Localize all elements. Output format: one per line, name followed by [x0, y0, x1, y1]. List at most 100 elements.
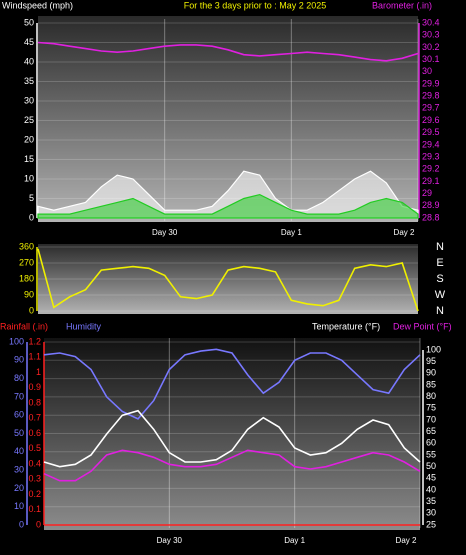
line: [37, 41, 419, 62]
x-tick-label: Day 1: [281, 228, 302, 237]
y-tick-label: 50: [24, 17, 34, 27]
y-tick-label: 80: [14, 373, 24, 383]
y2-tick-label: 90: [426, 368, 436, 378]
line: [43, 449, 421, 482]
y2-tick-label: 75: [426, 403, 436, 413]
y2-tick-label: 30: [426, 508, 436, 518]
y2-axis-label: Barometer (.in): [372, 0, 432, 10]
y3-tick-label: 0: [36, 519, 41, 529]
y-tick-label: 30: [24, 95, 34, 105]
y-tick-label: 0: [19, 519, 24, 529]
direction-label: E: [436, 257, 443, 269]
y3-tick-label: 1.1: [28, 352, 41, 362]
y-tick-label: 270: [19, 257, 34, 267]
y2-tick-label: 30.1: [422, 54, 440, 64]
y3-tick-label: 1.2: [28, 336, 41, 346]
y-tick-label: 25: [24, 115, 34, 125]
y-tick-label: 180: [19, 273, 34, 283]
y-tick-label: 20: [24, 134, 34, 144]
legend-label: Rainfall (.in): [0, 321, 48, 331]
x-tick-label: Day 30: [157, 536, 183, 545]
y-tick-label: 90: [14, 355, 24, 365]
y-tick-label: 100: [9, 336, 24, 346]
y-tick-label: 360: [19, 241, 34, 251]
line: [43, 348, 421, 420]
y-axis-label: Windspeed (mph): [2, 0, 73, 10]
y-tick-label: 20: [14, 483, 24, 493]
x-tick-label: Day 2: [396, 536, 417, 545]
y3-tick-label: 0.7: [28, 413, 41, 423]
y-tick-label: 35: [24, 76, 34, 86]
y2-tick-label: 50: [426, 461, 436, 471]
direction-label: W: [435, 289, 446, 301]
y3-tick-label: 0.1: [28, 504, 41, 514]
y2-tick-label: 29.4: [422, 139, 440, 149]
y3-tick-label: 0.3: [28, 474, 41, 484]
y2-tick-label: 29.1: [422, 176, 440, 186]
y2-tick-label: 80: [426, 391, 436, 401]
y-tick-label: 10: [24, 173, 34, 183]
y-tick-label: 5: [29, 193, 34, 203]
y2-tick-label: 30.2: [422, 42, 440, 52]
y3-tick-label: 0.8: [28, 397, 41, 407]
y2-tick-label: 40: [426, 484, 436, 494]
y-tick-label: 10: [14, 501, 24, 511]
area: [37, 193, 419, 219]
y-tick-label: 30: [14, 464, 24, 474]
y3-tick-label: 0.9: [28, 382, 41, 392]
x-tick-label: Day 1: [284, 536, 305, 545]
y2-tick-label: 29: [422, 188, 432, 198]
y3-tick-label: 0.4: [28, 458, 41, 468]
y2-tick-label: 30.3: [422, 30, 440, 40]
y2-tick-label: 60: [426, 438, 436, 448]
direction-label: N: [436, 241, 444, 253]
y2-tick-label: 29.3: [422, 151, 440, 161]
y2-tick-label: 28.9: [422, 200, 440, 210]
y2-tick-label: 29.7: [422, 103, 440, 113]
y2-tick-label: 29.2: [422, 164, 440, 174]
direction-label: N: [436, 305, 444, 317]
y-tick-label: 50: [14, 428, 24, 438]
chart-title: For the 3 days prior to : May 2 2025: [184, 0, 327, 10]
line: [43, 409, 421, 468]
y2-tick-label: 29.5: [422, 127, 440, 137]
y2-tick-label: 70: [426, 414, 436, 424]
y3-tick-label: 1: [36, 367, 41, 377]
y2-tick-label: 25: [426, 519, 436, 529]
plot-area: [38, 244, 418, 314]
y2-tick-label: 85: [426, 379, 436, 389]
y2-tick-label: 95: [426, 356, 436, 366]
y-tick-label: 45: [24, 37, 34, 47]
y2-tick-label: 29.6: [422, 115, 440, 125]
legend-label: Temperature (°F): [312, 321, 380, 331]
y2-tick-label: 100: [426, 344, 441, 354]
y2-tick-label: 30: [422, 66, 432, 76]
y3-tick-label: 0.6: [28, 428, 41, 438]
y2-tick-label: 28.8: [422, 212, 440, 222]
y2-tick-label: 45: [426, 473, 436, 483]
y2-tick-label: 55: [426, 449, 436, 459]
y-tick-label: 40: [14, 446, 24, 456]
y-tick-label: 70: [14, 391, 24, 401]
y-tick-label: 60: [14, 410, 24, 420]
y-tick-label: 40: [24, 56, 34, 66]
x-tick-label: Day 30: [152, 228, 178, 237]
y3-tick-label: 0.2: [28, 489, 41, 499]
y2-tick-label: 35: [426, 496, 436, 506]
y2-tick-label: 29.9: [422, 78, 440, 88]
legend-label: Humidity: [66, 321, 102, 331]
y3-tick-label: 0.5: [28, 443, 41, 453]
y-tick-label: 15: [24, 154, 34, 164]
x-tick-label: Day 2: [394, 228, 415, 237]
legend-label: Dew Point (°F): [393, 321, 452, 331]
direction-label: S: [436, 273, 443, 285]
y2-tick-label: 29.8: [422, 91, 440, 101]
y2-tick-label: 65: [426, 426, 436, 436]
y-tick-label: 0: [29, 212, 34, 222]
y-tick-label: 0: [29, 305, 34, 315]
y2-tick-label: 30.4: [422, 17, 440, 27]
line: [37, 248, 419, 312]
y-tick-label: 90: [24, 289, 34, 299]
